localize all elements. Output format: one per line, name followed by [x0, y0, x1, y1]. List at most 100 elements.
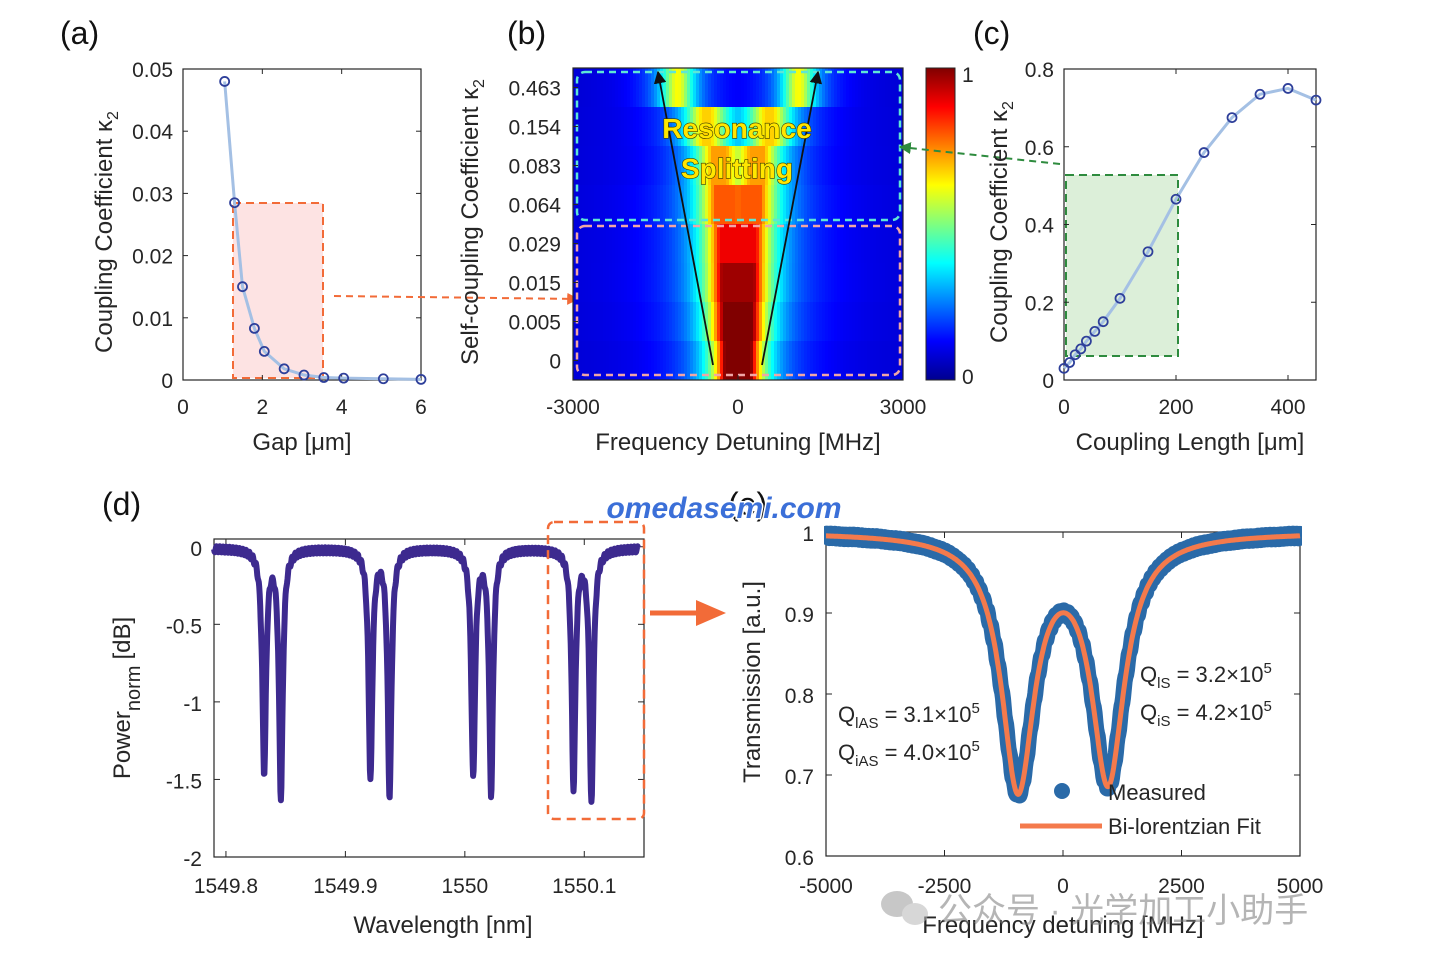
heatmap-cell: [744, 302, 748, 342]
heatmap-cell: [591, 107, 595, 147]
heatmap-cell: [714, 224, 718, 264]
heatmap-cell: [600, 68, 604, 108]
heatmap-cell: [723, 341, 727, 380]
heatmap-cell: [717, 107, 721, 147]
heatmap-cell: [888, 185, 892, 225]
heatmap-cell: [825, 224, 829, 264]
heatmap-cell: [753, 185, 757, 225]
heatmap-cell: [849, 146, 853, 186]
heatmap-cell: [810, 302, 814, 342]
heatmap-cell: [612, 146, 616, 186]
heatmap-cell: [834, 263, 838, 303]
heatmap-cell: [816, 146, 820, 186]
heatmap-cell: [645, 107, 649, 147]
heatmap-cell: [840, 341, 844, 380]
chart-d-ytick-label: -1.5: [166, 770, 202, 793]
heatmap-cell: [675, 107, 679, 147]
heatmap-cell: [699, 146, 703, 186]
heatmap-cell: [735, 146, 739, 186]
heatmap-cell: [885, 302, 889, 342]
heatmap-cell: [648, 107, 652, 147]
chart-e-ytick-label: 0.6: [785, 847, 814, 870]
heatmap-cell: [693, 107, 697, 147]
heatmap-cell: [864, 224, 868, 264]
heatmap-cell: [789, 68, 793, 108]
heatmap-cell: [603, 68, 607, 108]
heatmap-cell: [759, 302, 763, 342]
heatmap-cell: [582, 68, 586, 108]
heatmap-cell: [681, 107, 685, 147]
heatmap-cell: [780, 341, 784, 380]
heatmap-cell: [618, 68, 622, 108]
heatmap-cell: [684, 68, 688, 108]
heatmap-cell: [768, 185, 772, 225]
heatmap-cell: [609, 341, 613, 380]
heatmap-cell: [630, 263, 634, 303]
heatmap-cell: [666, 68, 670, 108]
heatmap-cell: [666, 263, 670, 303]
heatmap-cell: [894, 341, 898, 380]
heatmap-cell: [735, 224, 739, 264]
heatmap-cell: [819, 68, 823, 108]
heatmap-cell: [894, 263, 898, 303]
heatmap-cell: [843, 263, 847, 303]
heatmap-cell: [579, 341, 583, 380]
heatmap-cell: [687, 107, 691, 147]
heatmap-cell: [813, 224, 817, 264]
heatmap-cell: [828, 341, 832, 380]
heatmap-cell: [627, 68, 631, 108]
heatmap-cell: [702, 224, 706, 264]
heatmap-cell: [675, 263, 679, 303]
chart-d-ytick-label: -2: [183, 848, 202, 871]
heatmap-cell: [891, 224, 895, 264]
heatmap-cell: [876, 341, 880, 380]
heatmap-cell: [768, 146, 772, 186]
heatmap-cell: [786, 185, 790, 225]
q-label-lAS: QlAS = 3.1×105: [838, 700, 980, 732]
heatmap-cell: [783, 341, 787, 380]
heatmap-cell: [699, 68, 703, 108]
heatmap-cell: [726, 68, 730, 108]
heatmap-cell: [777, 146, 781, 186]
heatmap-cell: [711, 185, 715, 225]
heatmap-cell: [618, 107, 622, 147]
heatmap-cell: [798, 302, 802, 342]
chart-d-xtick-label: 1550: [441, 875, 488, 898]
heatmap-cell: [750, 185, 754, 225]
heatmap-cell: [885, 224, 889, 264]
chart-d-highlight-box: [546, 520, 646, 821]
heatmap-cell: [723, 224, 727, 264]
chart-c-point: [1089, 326, 1101, 337]
heatmap-cell: [618, 341, 622, 380]
heatmap-cell: [861, 341, 865, 380]
heatmap-cell: [828, 224, 832, 264]
heatmap-cell: [816, 107, 820, 147]
heatmap-cell: [792, 68, 796, 108]
chart-c-xtick-label: 200: [1158, 396, 1193, 419]
heatmap-cell: [852, 185, 856, 225]
heatmap-cell: [756, 68, 760, 108]
heatmap-cell: [753, 263, 757, 303]
heatmap-cell: [834, 146, 838, 186]
chart-b-ytick-label: 0.083: [508, 156, 561, 179]
splitting-arrow-left: [653, 70, 714, 366]
heatmap-cell: [792, 302, 796, 342]
heatmap-cell: [660, 341, 664, 380]
heatmap-cell: [837, 302, 841, 342]
chart-c-highlight-box: [1065, 174, 1179, 357]
heatmap-cell: [879, 185, 883, 225]
heatmap-cell: [582, 185, 586, 225]
heatmap-cell: [774, 107, 778, 147]
heatmap-cell: [657, 263, 661, 303]
heatmap-cell: [636, 68, 640, 108]
heatmap-cell: [825, 302, 829, 342]
heatmap-cell: [729, 146, 733, 186]
heatmap-cell: [681, 263, 685, 303]
heatmap-cell: [840, 224, 844, 264]
chart-c-xlabel: Coupling Length [μm]: [1076, 429, 1305, 456]
heatmap-cell: [777, 341, 781, 380]
heatmap-cell: [717, 302, 721, 342]
heatmap-cell: [618, 185, 622, 225]
heatmap-cell: [660, 107, 664, 147]
heatmap-cell: [879, 224, 883, 264]
